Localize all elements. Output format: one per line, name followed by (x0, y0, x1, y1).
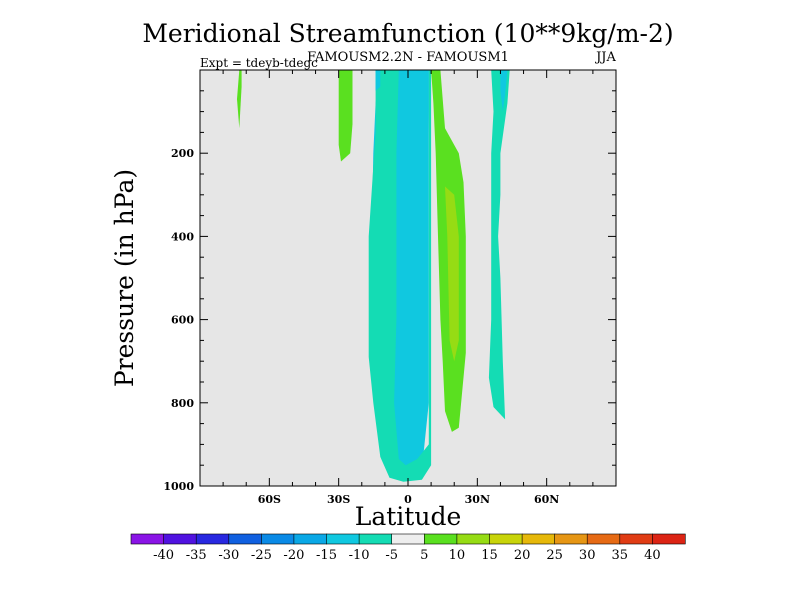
colorbar-swatch (554, 533, 588, 545)
subtitle-right: JJA (594, 50, 616, 65)
colorbar-label: 5 (420, 548, 428, 563)
colorbar-label: 20 (514, 548, 531, 563)
colorbar: -40 -35 -30 -25 -20 -15 -10 -5 5 10 15 20 25 30 35 40 (130, 533, 686, 563)
colorbar-swatch (652, 533, 686, 545)
y-tick-label: 800 (171, 397, 194, 410)
colorbar-swatch (293, 533, 328, 545)
contour-negative-right-band-10 (500, 70, 508, 112)
y-tick-label: 1000 (163, 480, 194, 493)
colorbar-label: 35 (612, 548, 629, 563)
y-axis-label: Pressure (in hPa) (110, 169, 139, 387)
y-axis: 200 400 600 800 1000 (163, 69, 616, 493)
colorbar-swatch (130, 533, 165, 545)
colorbar-label: 25 (546, 548, 563, 563)
subtitle-left: Expt = tdeyb-tdegc (200, 56, 318, 70)
colorbar-label: -15 (316, 548, 337, 563)
y-tick-label: 600 (171, 314, 194, 327)
contour-positive-far-left-sliver (237, 70, 242, 129)
colorbar-label: 40 (644, 548, 661, 563)
x-tick-label: 60N (534, 493, 559, 506)
colorbar-swatch (195, 533, 230, 545)
subtitle-center: FAMOUSM2.2N - FAMOUSM1 (307, 50, 509, 65)
contour-positive-left-blob (338, 70, 353, 162)
x-tick-label: 30S (327, 493, 350, 506)
colorbar-label: -5 (385, 548, 398, 563)
x-axis: 60S 30S 0 30N 60N (199, 70, 617, 506)
y-tick-label: 400 (171, 230, 194, 243)
colorbar-swatch (391, 533, 425, 545)
colorbar-swatch (228, 533, 263, 545)
colorbar-swatch (456, 533, 491, 545)
colorbar-swatch (326, 533, 360, 545)
colorbar-label: -25 (251, 548, 272, 563)
x-tick-label: 0 (404, 493, 412, 506)
colorbar-label: -40 (153, 548, 174, 563)
contour-positive-right-band-10 (445, 186, 459, 362)
y-tick-label: 200 (171, 147, 194, 160)
colorbar-label: -30 (218, 548, 239, 563)
colorbar-swatch (619, 533, 653, 545)
colorbar-label: 30 (579, 548, 596, 563)
colorbar-label: 15 (481, 548, 498, 563)
colorbar-swatch (586, 533, 621, 545)
colorbar-swatch (358, 533, 393, 545)
contour-negative-outer-5 (368, 70, 432, 482)
colorbar-swatch (163, 533, 197, 545)
colorbar-label: 10 (449, 548, 466, 563)
contour-layer (237, 70, 510, 482)
colorbar-label: -35 (186, 548, 207, 563)
contour-negative-right-band (488, 70, 510, 420)
x-axis-label: Latitude (355, 502, 462, 531)
colorbar-label: -10 (349, 548, 370, 563)
colorbar-label: -20 (283, 548, 304, 563)
chart-title: Meridional Streamfunction (10**9kg/m-2) (142, 19, 673, 48)
x-tick-label: 30N (465, 493, 490, 506)
colorbar-swatch (261, 533, 295, 545)
x-tick-label: 60S (258, 493, 281, 506)
colorbar-swatch (489, 533, 523, 545)
colorbar-swatch (423, 533, 458, 545)
contour-negative-left-tip (375, 70, 381, 91)
colorbar-swatch (521, 533, 556, 545)
